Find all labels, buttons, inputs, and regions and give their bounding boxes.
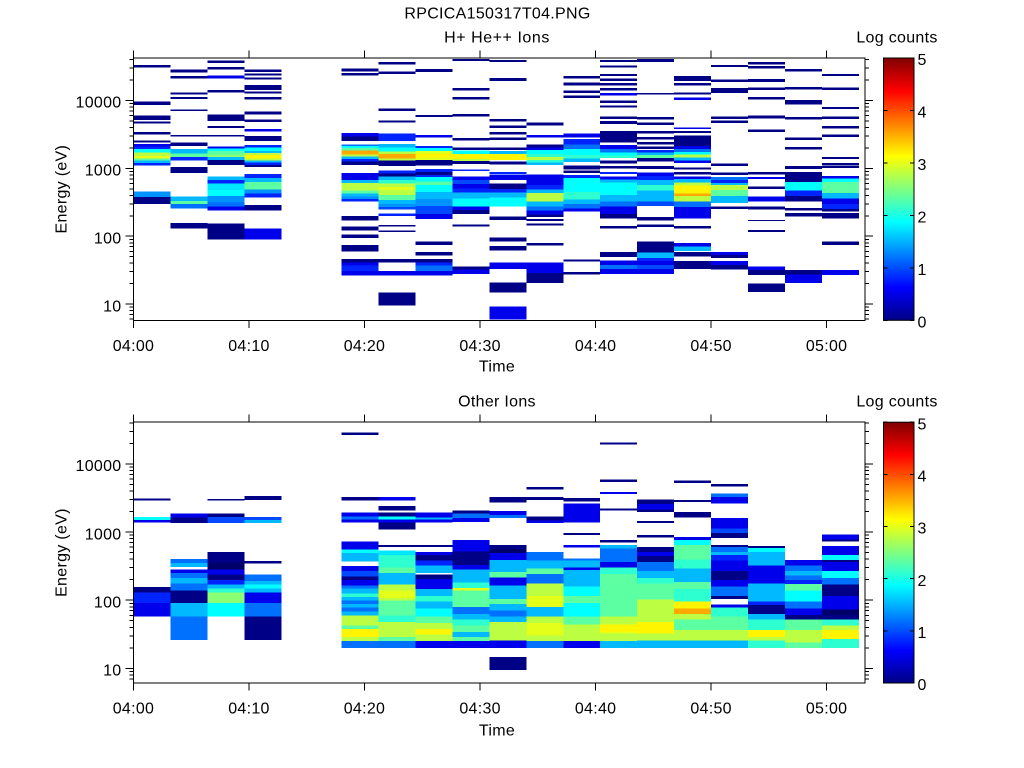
svg-text:3: 3 bbox=[918, 521, 927, 538]
svg-text:04:50: 04:50 bbox=[690, 700, 732, 717]
svg-text:04:20: 04:20 bbox=[344, 700, 386, 717]
svg-text:3: 3 bbox=[918, 157, 927, 174]
svg-text:H+ He++ Ions: H+ He++ Ions bbox=[444, 30, 550, 47]
svg-text:10: 10 bbox=[103, 663, 121, 680]
svg-text:10000: 10000 bbox=[76, 95, 122, 112]
svg-text:Log counts: Log counts bbox=[856, 30, 937, 47]
svg-text:2: 2 bbox=[918, 210, 927, 227]
svg-text:04:00: 04:00 bbox=[113, 700, 155, 717]
svg-text:100: 100 bbox=[94, 594, 122, 611]
svg-text:1000: 1000 bbox=[85, 163, 122, 180]
svg-text:100: 100 bbox=[94, 230, 122, 247]
svg-text:10000: 10000 bbox=[76, 458, 122, 475]
svg-text:04:10: 04:10 bbox=[228, 338, 270, 355]
svg-text:Log counts: Log counts bbox=[856, 394, 937, 411]
svg-text:04:10: 04:10 bbox=[228, 700, 270, 717]
svg-text:1: 1 bbox=[918, 262, 927, 279]
svg-text:04:00: 04:00 bbox=[113, 338, 155, 355]
svg-text:RPCICA150317T04.PNG: RPCICA150317T04.PNG bbox=[404, 6, 590, 23]
svg-text:05:00: 05:00 bbox=[806, 338, 848, 355]
svg-text:Energy (eV): Energy (eV) bbox=[54, 145, 71, 234]
svg-text:04:40: 04:40 bbox=[575, 700, 617, 717]
svg-text:Time: Time bbox=[479, 723, 515, 740]
svg-text:05:00: 05:00 bbox=[806, 700, 848, 717]
svg-text:04:50: 04:50 bbox=[690, 338, 732, 355]
svg-text:Time: Time bbox=[479, 359, 515, 376]
svg-text:04:30: 04:30 bbox=[459, 700, 501, 717]
svg-text:1: 1 bbox=[918, 625, 927, 642]
svg-text:4: 4 bbox=[918, 105, 927, 122]
svg-text:10: 10 bbox=[103, 298, 121, 315]
svg-text:04:20: 04:20 bbox=[344, 338, 386, 355]
svg-text:0: 0 bbox=[918, 677, 927, 694]
svg-text:0: 0 bbox=[918, 315, 927, 332]
svg-text:5: 5 bbox=[918, 52, 927, 69]
svg-text:5: 5 bbox=[918, 416, 927, 433]
svg-text:4: 4 bbox=[918, 469, 927, 486]
svg-text:04:30: 04:30 bbox=[459, 338, 501, 355]
svg-text:04:40: 04:40 bbox=[575, 338, 617, 355]
svg-text:Energy (eV): Energy (eV) bbox=[54, 508, 71, 597]
svg-text:Other Ions: Other Ions bbox=[458, 394, 536, 411]
svg-text:1000: 1000 bbox=[85, 526, 122, 543]
svg-text:2: 2 bbox=[918, 573, 927, 590]
